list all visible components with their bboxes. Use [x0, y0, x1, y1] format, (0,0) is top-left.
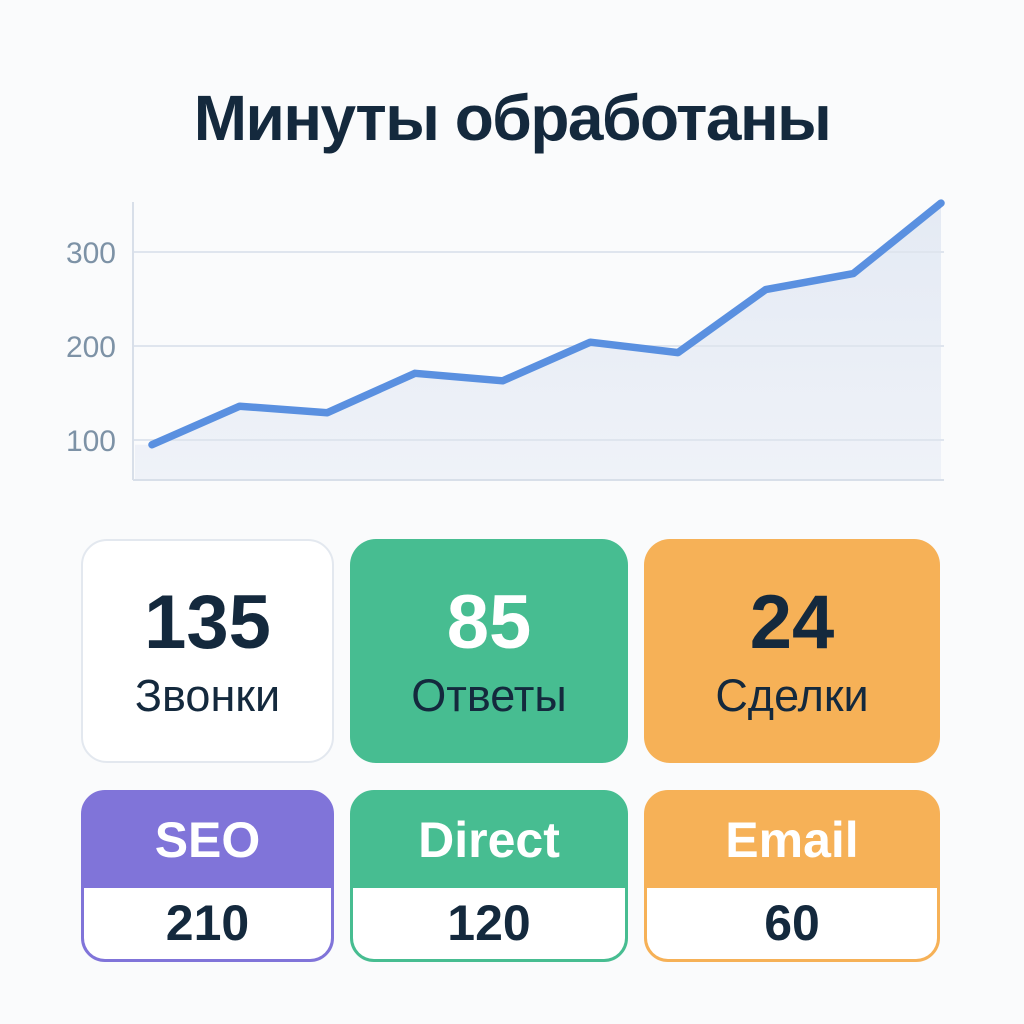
answers-value: 85	[446, 579, 532, 665]
channel-email-header: Email	[647, 793, 937, 888]
deals-value: 24	[749, 579, 835, 665]
y-tick-300: 300	[66, 237, 116, 270]
calls-value: 135	[144, 579, 271, 665]
minutes-line-chart: 100 200 300	[66, 199, 945, 481]
channel-seo-header: SEO	[84, 793, 331, 888]
chart-area-fill	[135, 203, 941, 480]
channel-direct-body: 120	[353, 887, 625, 959]
channel-card-direct: Direct 120	[350, 790, 628, 962]
page-title: Минуты обработаны	[193, 82, 832, 154]
channel-email-body: 60	[647, 887, 937, 959]
channel-card-seo: SEO 210	[81, 790, 334, 962]
channel-email-name: Email	[725, 812, 859, 869]
channel-direct-header: Direct	[353, 793, 625, 888]
chart-line	[148, 199, 945, 449]
channel-seo-body: 210	[84, 887, 331, 959]
stat-card-calls: 135 Звонки	[81, 539, 334, 763]
channel-direct-value: 120	[447, 895, 531, 952]
y-tick-200: 200	[66, 331, 116, 364]
channel-email-value: 60	[764, 895, 820, 952]
channels-row: SEO 210 Direct 120 Email 60	[81, 790, 940, 962]
stat-card-answers: 85 Ответы	[350, 539, 628, 763]
y-tick-100: 100	[66, 425, 116, 458]
channel-direct-name: Direct	[418, 812, 560, 869]
stat-card-deals: 24 Сделки	[644, 539, 940, 763]
answers-label: Ответы	[411, 669, 567, 721]
stats-row: 135 Звонки 85 Ответы 24 Сделки	[81, 539, 940, 763]
channel-card-email: Email 60	[644, 790, 940, 962]
channel-seo-name: SEO	[154, 812, 261, 869]
calls-label: Звонки	[134, 669, 281, 721]
channel-seo-value: 210	[165, 895, 250, 952]
deals-label: Сделки	[715, 669, 869, 721]
